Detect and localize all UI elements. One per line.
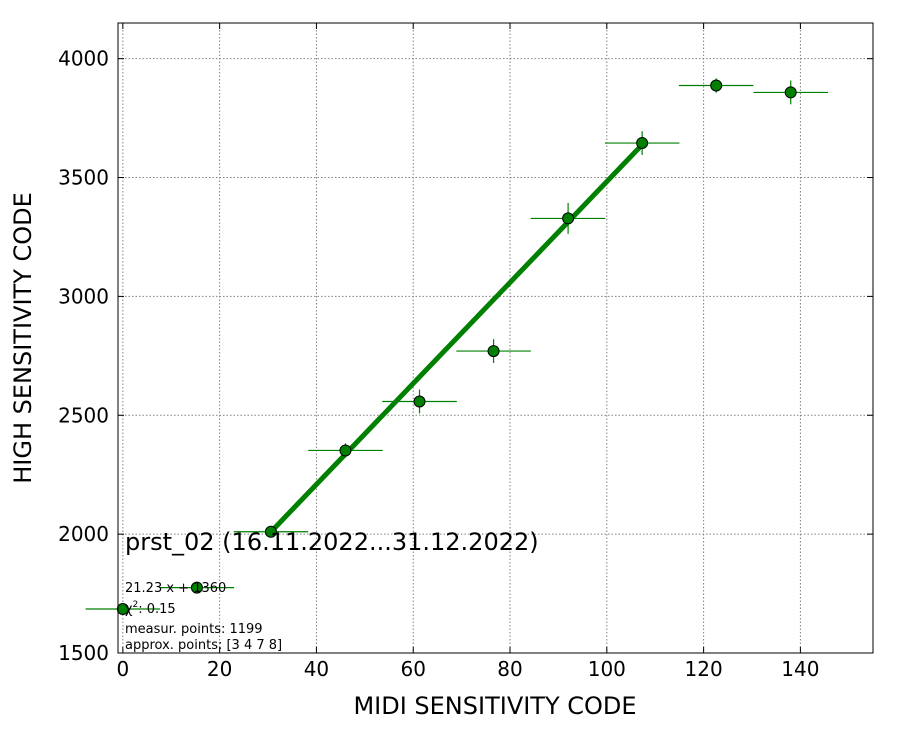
data-marker <box>264 525 277 538</box>
data-point <box>456 339 531 363</box>
annotation-measur-points: measur. points: 1199 <box>125 622 263 637</box>
data-marker <box>784 86 797 99</box>
y-tick-label: 1500 <box>58 641 109 665</box>
annotations: prst_02 (16.11.2022...31.12.2022) 21.23 … <box>125 528 539 653</box>
annotation-approx-points: approx. points: [3 4 7 8] <box>125 638 282 653</box>
data-point <box>85 603 161 616</box>
data-marker <box>339 444 352 457</box>
fit-line <box>269 142 644 534</box>
x-tick-label: 60 <box>400 657 425 681</box>
data-marker <box>636 137 649 150</box>
data-point <box>530 202 606 234</box>
axis-ticks <box>118 23 873 654</box>
annotation-chi2-value: : 0.15 <box>138 602 175 617</box>
data-marker <box>562 212 575 225</box>
data-marker <box>710 79 723 92</box>
x-tick-label: 120 <box>685 657 723 681</box>
x-tick-label: 0 <box>116 657 129 681</box>
data-point <box>159 581 235 594</box>
y-tick-label: 2500 <box>58 403 109 427</box>
data-marker <box>116 603 129 616</box>
annotation-fit-formula: 21.23 x + 1360 <box>125 581 226 596</box>
x-tick-label: 20 <box>207 657 232 681</box>
y-tick-label: 4000 <box>58 47 109 71</box>
x-tick-label: 40 <box>304 657 329 681</box>
data-point <box>678 78 754 93</box>
data-point <box>753 80 828 105</box>
data-point <box>233 525 309 538</box>
y-tick-label: 2000 <box>58 522 109 546</box>
y-axis-title: HIGH SENSITIVITY CODE <box>9 192 37 484</box>
annotation-title: prst_02 (16.11.2022...31.12.2022) <box>125 528 539 556</box>
grid <box>118 23 873 654</box>
data-point <box>308 443 383 458</box>
tick-labels: 0 20 40 60 80 100 120 140 1500 2000 2500 3000 3500 40… <box>58 47 819 681</box>
annotation-chi2-sup: 2 <box>133 600 139 610</box>
data-marker <box>190 581 203 594</box>
fit-line-group <box>269 142 644 534</box>
data-point <box>604 131 680 155</box>
data-point <box>382 389 457 414</box>
x-tick-label: 140 <box>781 657 819 681</box>
data-marker <box>487 345 500 358</box>
x-tick-label: 100 <box>588 657 626 681</box>
y-tick-label: 3500 <box>58 166 109 190</box>
plot-frame <box>117 22 874 654</box>
x-tick-label: 80 <box>497 657 522 681</box>
annotation-chi2-symbol: χ <box>125 602 133 617</box>
data-points <box>85 78 828 616</box>
data-marker <box>413 395 426 408</box>
y-tick-label: 3000 <box>58 284 109 308</box>
x-axis-title: MIDI SENSITIVITY CODE <box>353 692 636 720</box>
annotation-chi2: χ2: 0.15 <box>125 600 176 617</box>
